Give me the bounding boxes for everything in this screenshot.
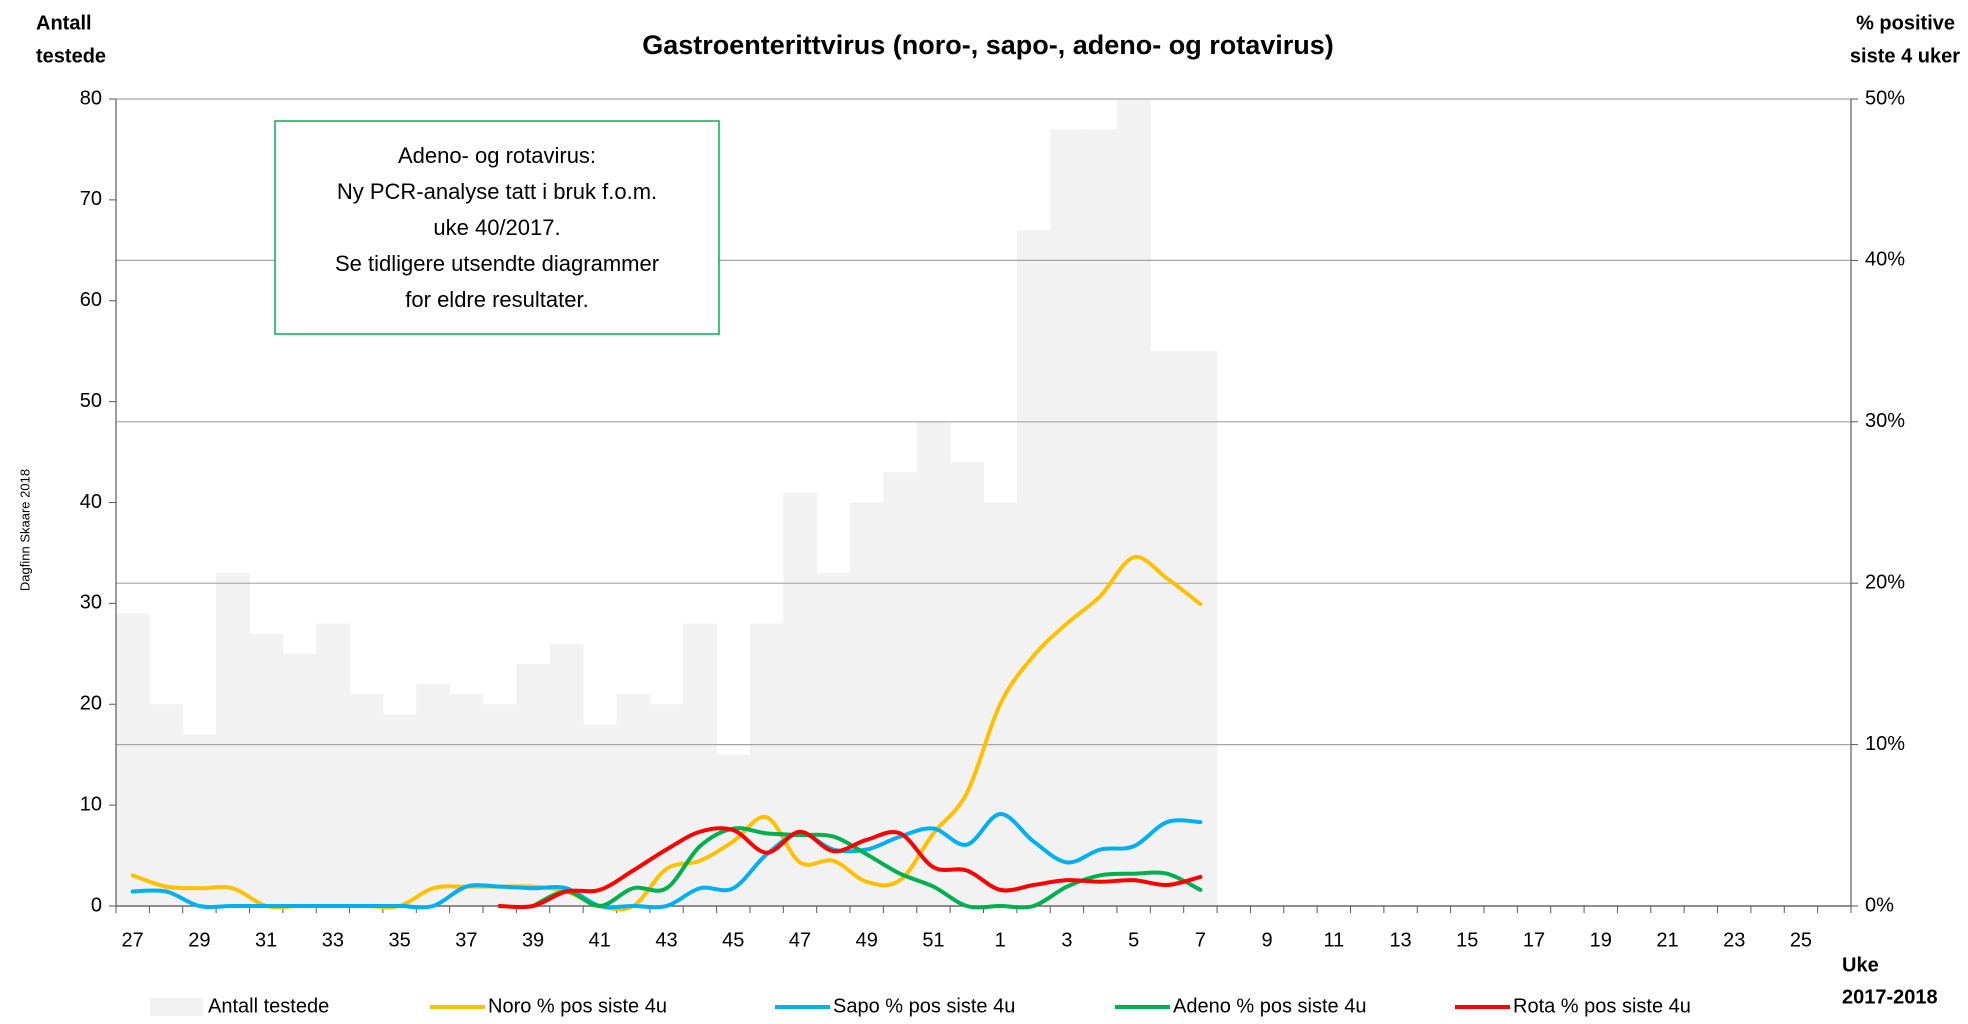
x-tick-label: 3	[1061, 929, 1072, 951]
x-tick-label: 21	[1656, 929, 1678, 951]
bar	[449, 694, 484, 906]
y-axis-label: testede	[36, 45, 106, 67]
bar	[816, 573, 851, 906]
credit: Dagfinn Skaare 2018	[17, 469, 32, 591]
y2-tick-label: 0%	[1865, 894, 1894, 916]
legend-label: Antall testede	[208, 995, 329, 1017]
x-tick-label: 43	[655, 929, 677, 951]
x-tick-label: 47	[789, 929, 811, 951]
x-tick-label: 23	[1723, 929, 1745, 951]
x-tick-label: 27	[122, 929, 144, 951]
x-tick-label: 33	[322, 929, 344, 951]
x-tick-label: 31	[255, 929, 277, 951]
bar	[916, 421, 951, 906]
y-tick-label: 30	[80, 592, 102, 614]
bar	[416, 684, 451, 906]
x-axis-label: Uke	[1842, 954, 1879, 976]
y-tick-label: 10	[80, 793, 102, 815]
bar	[583, 724, 617, 906]
x-tick-label: 25	[1790, 929, 1812, 951]
x-tick-label: 51	[922, 929, 944, 951]
y-tick-label: 50	[80, 390, 102, 412]
bar	[382, 714, 417, 906]
line-series	[497, 826, 1203, 910]
bar	[483, 704, 517, 906]
annotation: Ny PCR-analyse tatt i bruk f.o.m.	[337, 179, 657, 204]
legend-label: Sapo % pos siste 4u	[833, 995, 1015, 1017]
y-tick-label: 80	[80, 87, 102, 109]
bar	[149, 704, 184, 906]
chart-title: Gastroenterittvirus (noro-, sapo-, adeno…	[642, 30, 1334, 60]
legend-label: Adeno % pos siste 4u	[1173, 995, 1366, 1017]
x-tick-label: 5	[1128, 929, 1139, 951]
x-axis-label: 2017-2018	[1842, 986, 1938, 1008]
y-tick-label: 20	[80, 693, 102, 715]
x-tick-label: 13	[1389, 929, 1411, 951]
bar	[516, 663, 551, 906]
bar	[616, 694, 651, 906]
y2-axis-label: % positive	[1856, 12, 1955, 34]
x-tick-label: 17	[1523, 929, 1545, 951]
y2-tick-label: 20%	[1865, 571, 1905, 593]
bar	[549, 643, 584, 906]
x-tick-label: 29	[188, 929, 210, 951]
x-tick-label: 45	[722, 929, 744, 951]
legend-label: Noro % pos siste 4u	[488, 995, 667, 1017]
bar	[1150, 351, 1185, 906]
bar	[749, 623, 784, 906]
legend-label: Rota % pos siste 4u	[1513, 995, 1691, 1017]
x-tick-label: 19	[1590, 929, 1612, 951]
y-tick-label: 0	[91, 894, 102, 916]
bar	[316, 623, 351, 906]
x-tick-label: 11	[1323, 929, 1344, 951]
bar	[1183, 351, 1218, 906]
line-series	[130, 812, 1203, 910]
bar	[1083, 129, 1118, 906]
y2-tick-label: 30%	[1865, 410, 1905, 432]
x-tick-label: 1	[995, 929, 1006, 951]
annotation: uke 40/2017.	[433, 215, 560, 240]
bar	[249, 633, 284, 906]
annotation-box	[274, 120, 720, 335]
bar	[349, 694, 384, 906]
annotation: for eldre resultater.	[405, 287, 588, 312]
x-tick-label: 7	[1195, 929, 1206, 951]
y2-tick-label: 40%	[1865, 249, 1905, 271]
line-series	[531, 826, 1203, 910]
bar	[216, 573, 250, 906]
bar	[1016, 230, 1051, 906]
y-tick-label: 60	[80, 289, 102, 311]
y2-tick-label: 50%	[1865, 87, 1905, 109]
x-tick-label: 49	[856, 929, 878, 951]
bar	[1116, 99, 1151, 906]
bar	[116, 613, 150, 906]
annotation: Adeno- og rotavirus:	[398, 143, 596, 168]
x-tick-label: 9	[1262, 929, 1273, 951]
y2-axis-label: siste 4 uker	[1850, 45, 1960, 67]
x-tick-label: 41	[589, 929, 611, 951]
x-tick-label: 37	[455, 929, 477, 951]
legend-swatch	[150, 998, 203, 1016]
y-tick-label: 70	[80, 188, 102, 210]
y2-tick-label: 10%	[1865, 733, 1905, 755]
x-tick-label: 35	[388, 929, 410, 951]
bar	[282, 653, 317, 906]
y-axis-label: Antall	[36, 12, 92, 34]
bar	[182, 734, 217, 906]
y-tick-label: 40	[80, 491, 102, 513]
x-tick-label: 15	[1456, 929, 1478, 951]
bar	[1050, 129, 1085, 906]
x-tick-label: 39	[522, 929, 544, 951]
annotation: Se tidligere utsendte diagrammer	[335, 251, 659, 276]
